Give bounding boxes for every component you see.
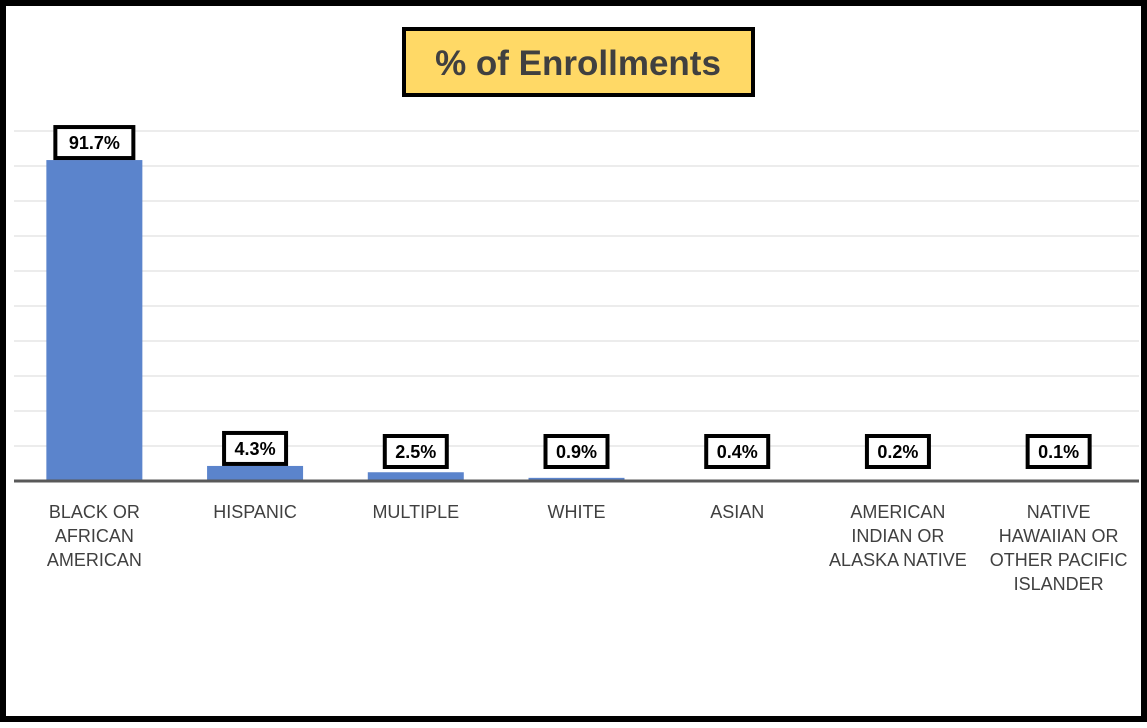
data-label-box	[222, 430, 289, 466]
bar-chart: 91.7% 4.3% 2.5% 0.9% 0.4% 0.2% 0.1% BLACK OR AF…	[14, 27, 1139, 594]
category-label: AMERICAN INDIAN OR ALASKA NATIVE	[829, 502, 967, 570]
data-label: 2.5%	[382, 434, 449, 469]
data-labels: 91.7% 4.3% 2.5% 0.9% 0.4% 0.2% 0.1%	[53, 125, 1092, 469]
data-label: 0.1%	[1025, 434, 1092, 469]
data-label-box	[1025, 434, 1092, 469]
category-label: BLACK OR AFRICAN AMERICAN	[47, 502, 142, 570]
gridlines	[14, 130, 1139, 447]
data-label-text: 0.1%	[1038, 442, 1079, 462]
chart-title-text: % of Enrollments	[435, 44, 721, 83]
bar	[207, 465, 304, 481]
category-tick-labels: BLACK OR AFRICAN AMERICAN HISPANIC MULTIPLE W…	[47, 502, 1128, 594]
data-label-box	[382, 434, 449, 469]
data-label-box	[53, 125, 136, 161]
data-label-text: 0.2%	[877, 442, 918, 462]
data-label-text: 2.5%	[395, 442, 436, 462]
data-label: 91.7%	[53, 125, 136, 161]
category-label: MULTIPLE	[372, 502, 459, 522]
data-label: 0.9%	[543, 434, 610, 469]
bars	[46, 160, 1107, 482]
bar	[528, 477, 625, 481]
data-label-text: 91.7%	[69, 133, 120, 153]
category-label: NATIVE HAWAIIAN OR OTHER PACIFIC ISLANDER	[990, 502, 1128, 594]
data-label-text: 4.3%	[235, 439, 276, 459]
category-label: WHITE	[548, 502, 606, 522]
data-label-box	[704, 434, 771, 469]
bar	[46, 160, 143, 482]
data-label: 4.3%	[222, 430, 289, 466]
category-label: HISPANIC	[213, 502, 297, 522]
chart-title: % of Enrollments	[402, 27, 755, 97]
data-label-box	[543, 434, 610, 469]
chart-title-box	[402, 27, 755, 97]
bar	[367, 472, 464, 481]
data-label-text: 0.9%	[556, 442, 597, 462]
data-label-box	[864, 434, 931, 469]
category-label: ASIAN	[710, 502, 764, 522]
data-label: 0.2%	[864, 434, 931, 469]
data-label-text: 0.4%	[717, 442, 758, 462]
data-label: 0.4%	[704, 434, 771, 469]
